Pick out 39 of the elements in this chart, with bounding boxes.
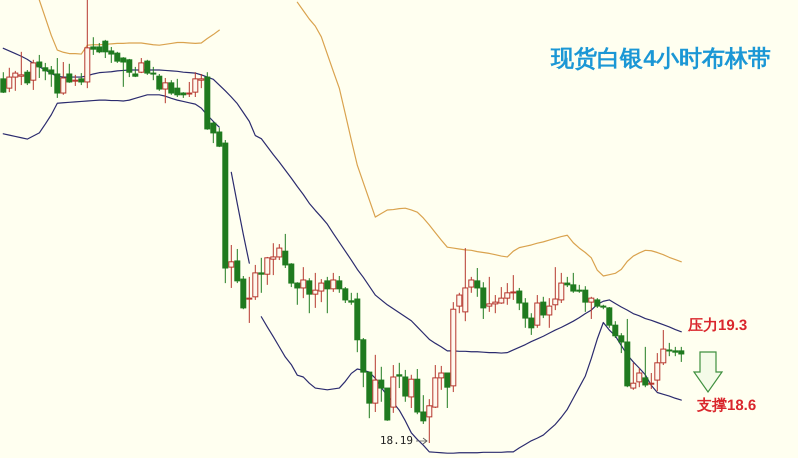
candlestick: [546, 298, 552, 328]
candlestick: [630, 362, 636, 390]
candlestick: [66, 63, 72, 84]
candlestick: [372, 354, 378, 412]
candlestick: [138, 58, 144, 74]
candlestick: [408, 374, 414, 409]
candlestick: [0, 72, 6, 94]
annotation: 18.19: [380, 434, 413, 447]
candlestick: [396, 362, 402, 389]
text: 压力19.3: [687, 317, 748, 334]
candlestick: [468, 276, 474, 294]
candlestick: [156, 73, 162, 92]
candlestick: [300, 266, 306, 299]
candlestick: [402, 369, 408, 402]
text: 现货白银4小时布林带: [550, 45, 771, 71]
candlestick: [540, 296, 546, 319]
candlestick: [636, 368, 642, 388]
candlestick: [534, 294, 540, 328]
candlestick: [306, 278, 312, 314]
candlestick: [162, 77, 168, 104]
candlestick: [36, 54, 42, 78]
candlestick: [186, 81, 192, 98]
candlestick: [246, 276, 252, 324]
candlestick: [60, 62, 66, 96]
candlestick: [72, 74, 78, 86]
candlestick: [648, 372, 654, 390]
candlestick: [642, 346, 648, 388]
candlestick: [444, 372, 450, 409]
candlestick: [330, 272, 336, 292]
candlestick: [588, 296, 594, 320]
candlestick: [24, 69, 30, 86]
text: 支撑18.6: [696, 397, 756, 414]
candlestick: [78, 72, 84, 86]
candlestick: [30, 59, 36, 90]
candlestick: [324, 276, 330, 314]
candlestick: [228, 244, 234, 288]
candlestick: [252, 264, 258, 300]
candlestick: [258, 257, 264, 294]
candlestick: [132, 66, 138, 78]
